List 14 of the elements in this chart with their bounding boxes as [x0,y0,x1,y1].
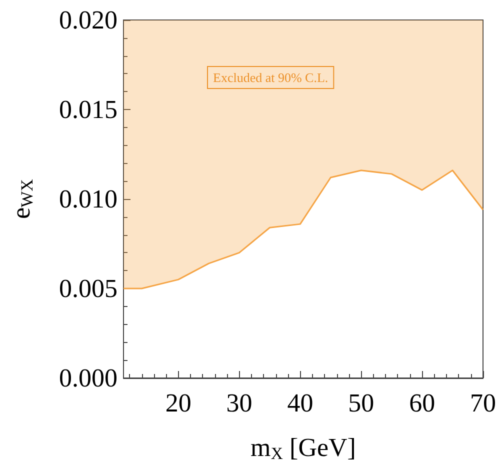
x-tick-label: 40 [287,388,314,418]
annotation: Excluded at 90% C.L. [213,70,328,85]
y-axis-title: eWX [6,179,36,219]
x-tick-label: 50 [348,388,374,418]
y-tick-label: 0.005 [59,274,118,303]
x-tick-label: 70 [470,388,496,418]
y-tick-label: 0.020 [59,6,118,34]
line-series [122,170,484,290]
x-tick-label: 20 [165,388,192,418]
y-tick-label: 0.000 [59,364,118,392]
y-tick-label: 0.015 [59,95,118,124]
x-tick-label: 60 [409,388,436,418]
y-tick-label: 0.010 [59,184,118,214]
x-tick-label: 30 [226,388,252,418]
